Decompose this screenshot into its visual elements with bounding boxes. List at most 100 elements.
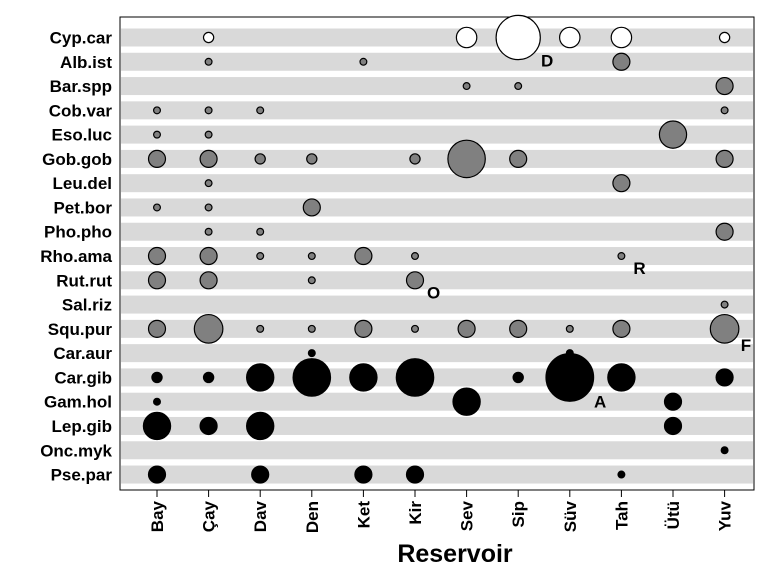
annotation-o: O xyxy=(427,283,440,302)
x-tick-7: Sip xyxy=(509,501,528,527)
point-cob-var-yuv-11 xyxy=(720,106,729,115)
point-pho-pho-ay-1 xyxy=(204,227,213,236)
point-bar-spp-sip-7 xyxy=(514,82,523,91)
y-tick-sal-riz: Sal.riz xyxy=(62,296,112,315)
point-squ-pur-tah-9 xyxy=(612,319,631,338)
point-rho-ama-tah-9 xyxy=(617,252,626,261)
point-rho-ama-den-3 xyxy=(307,252,316,261)
y-tick-pho-pho: Pho.pho xyxy=(44,223,112,242)
band-bar-spp xyxy=(121,77,753,96)
x-tick-3: Den xyxy=(303,501,322,533)
band-pho-pho xyxy=(121,222,753,241)
point-eso-luc-ay-1 xyxy=(204,130,213,139)
y-tick-lep-gib: Lep.gib xyxy=(52,417,112,436)
point-rut-rut-ay-1 xyxy=(199,271,218,290)
point-squ-pur-s-v-8 xyxy=(565,324,574,333)
x-tick-9: Tah xyxy=(612,501,631,530)
point-gob-gob-yuv-11 xyxy=(715,149,734,168)
y-tick-bar-spp: Bar.spp xyxy=(50,77,112,96)
point-pet-bor-bay-0 xyxy=(153,203,162,212)
band-eso-luc xyxy=(121,125,753,144)
y-tick-car-gib: Car.gib xyxy=(54,368,112,387)
point-eso-luc-bay-0 xyxy=(153,130,162,139)
point-onc-myk-yuv-11 xyxy=(720,446,729,455)
point-squ-pur-sev-6 xyxy=(457,319,476,338)
point-rut-rut-den-3 xyxy=(307,276,316,285)
y-tick-cyp-car: Cyp.car xyxy=(50,29,113,48)
point-cyp-car-s-v-8 xyxy=(558,26,581,49)
point-squ-pur-kir-5 xyxy=(411,324,420,333)
point-pho-pho-yuv-11 xyxy=(715,222,734,241)
point-rut-rut-bay-0 xyxy=(147,271,167,290)
x-tick-1: Çay xyxy=(200,500,219,532)
point-gam-hol-sev-6 xyxy=(452,387,481,416)
point-gob-gob-bay-0 xyxy=(147,149,167,168)
point-gam-hol-bay-0 xyxy=(153,397,162,406)
point-cyp-car-ay-1 xyxy=(202,31,215,44)
band-lep-gib xyxy=(121,416,753,435)
x-tick-8: Süv xyxy=(561,500,580,532)
band-cyp-car xyxy=(121,28,753,47)
point-gob-gob-sev-6 xyxy=(447,139,486,179)
y-tick-rut-rut: Rut.rut xyxy=(56,271,112,290)
point-gob-gob-dav-2 xyxy=(254,153,266,165)
point-cyp-car-sev-6 xyxy=(455,26,478,49)
point-pse-par-tah-9 xyxy=(617,470,626,479)
point-squ-pur-den-3 xyxy=(307,324,316,333)
point-lep-gib-ay-1 xyxy=(199,416,218,436)
band-gob-gob xyxy=(121,149,753,168)
point-lep-gib-t-10 xyxy=(663,416,683,436)
point-sal-riz-yuv-11 xyxy=(720,300,729,309)
point-car-gib-sip-7 xyxy=(512,371,524,384)
x-tick-2: Dav xyxy=(251,500,270,532)
y-tick-gam-hol: Gam.hol xyxy=(44,393,112,412)
y-tick-labels: Cyp.car Alb.ist Bar.spp Cob.var Eso.luc Gob.g… xyxy=(40,29,112,485)
point-car-gib-s-v-8 xyxy=(545,353,595,402)
point-rho-ama-bay-0 xyxy=(147,246,167,266)
point-car-gib-yuv-11 xyxy=(715,368,734,387)
x-tick-10: Ütü xyxy=(664,501,683,529)
point-rut-rut-kir-5 xyxy=(405,271,425,290)
annotation-r: R xyxy=(633,259,645,278)
point-alb-ist-ay-1 xyxy=(204,57,213,66)
point-car-gib-den-3 xyxy=(292,358,332,397)
point-pho-pho-dav-2 xyxy=(256,227,265,236)
point-car-aur-den-3 xyxy=(307,349,316,358)
y-tick-rho-ama: Rho.ama xyxy=(40,247,112,266)
x-tick-4: Ket xyxy=(354,501,373,529)
y-tick-onc-myk: Onc.myk xyxy=(40,441,112,460)
point-gob-gob-sip-7 xyxy=(509,149,528,168)
annotation-a: A xyxy=(594,393,606,412)
point-bar-spp-sev-6 xyxy=(462,82,471,91)
point-pse-par-kir-5 xyxy=(405,465,425,484)
data-points xyxy=(142,14,740,484)
point-pse-par-dav-2 xyxy=(251,465,270,484)
point-eso-luc-t-10 xyxy=(658,120,688,149)
x-axis: Bay Çay Dav Den Ket Kir Sev Sip Süv Tah Ütü Yuv xyxy=(148,490,735,533)
point-rho-ama-ket-4 xyxy=(354,246,373,266)
point-lep-gib-dav-2 xyxy=(246,411,275,441)
band-pet-bor xyxy=(121,198,753,217)
point-alb-ist-tah-9 xyxy=(612,52,631,71)
point-rho-ama-ay-1 xyxy=(199,246,218,266)
point-cob-var-bay-0 xyxy=(153,106,162,115)
point-rho-ama-kir-5 xyxy=(411,252,420,261)
band-pse-par xyxy=(121,465,753,484)
y-tick-pse-par: Pse.par xyxy=(51,466,113,485)
band-rut-rut xyxy=(121,271,753,290)
point-pet-bor-den-3 xyxy=(302,198,321,217)
point-pet-bor-ay-1 xyxy=(204,203,213,212)
point-pse-par-bay-0 xyxy=(147,465,167,484)
point-leu-del-ay-1 xyxy=(204,179,213,188)
point-rho-ama-dav-2 xyxy=(256,252,265,261)
point-leu-del-tah-9 xyxy=(612,174,631,193)
annotation-d: D xyxy=(541,51,553,70)
band-squ-pur xyxy=(121,319,753,338)
point-car-gib-ket-4 xyxy=(349,363,378,392)
point-cob-var-dav-2 xyxy=(256,106,265,115)
point-car-gib-dav-2 xyxy=(246,363,275,392)
y-tick-eso-luc: Eso.luc xyxy=(52,126,112,145)
point-squ-pur-ay-1 xyxy=(193,313,224,344)
point-cyp-car-sip-7 xyxy=(495,14,541,61)
